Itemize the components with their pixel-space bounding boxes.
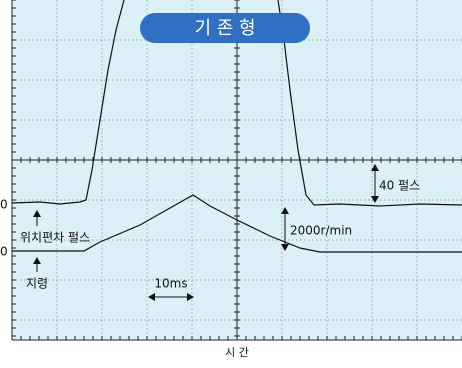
zero-label: 0 [0,245,8,259]
annotation: 10ms [154,277,187,291]
annotation: 지령 [26,277,48,291]
x-axis-label: 시 간 [225,346,249,359]
zero-label: 0 [0,198,8,212]
annotation: 2000r/min [290,224,352,238]
annotation: 40 펄스 [379,179,420,193]
title: 기 존 형 [194,18,255,39]
scope-diagram: 기 존 형 0 0 위치편차 펄스 지령 40 펄스 2000r/min 10m… [0,0,462,364]
annotation: 위치편차 펄스 [20,231,90,245]
